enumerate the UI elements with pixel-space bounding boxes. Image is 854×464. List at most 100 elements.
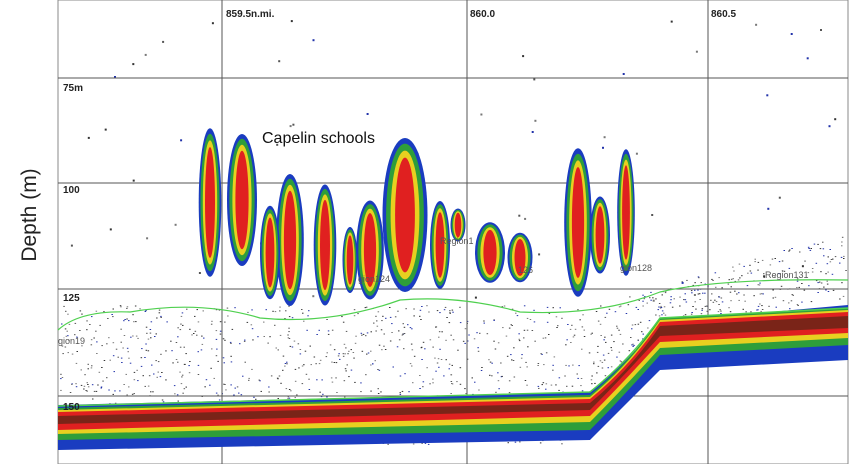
echo-speck bbox=[269, 336, 271, 337]
echo-speck bbox=[141, 366, 143, 367]
echo-speck bbox=[597, 346, 599, 347]
echo-speck bbox=[99, 372, 101, 373]
echo-speck bbox=[60, 374, 62, 375]
echo-speck bbox=[60, 390, 62, 391]
echo-speck bbox=[577, 374, 579, 375]
echo-speck bbox=[132, 336, 134, 337]
echo-speck bbox=[511, 359, 513, 360]
echo-speck bbox=[108, 390, 110, 391]
echo-speck bbox=[452, 312, 454, 313]
echo-speck bbox=[789, 308, 791, 309]
echo-speck bbox=[432, 347, 434, 348]
echo-speck bbox=[412, 349, 414, 350]
echo-speck bbox=[593, 363, 595, 364]
echo-speck bbox=[376, 320, 378, 321]
echo-speck bbox=[701, 313, 703, 314]
echo-speck bbox=[729, 279, 731, 280]
echo-speck bbox=[534, 341, 536, 342]
echo-speck bbox=[234, 307, 236, 308]
echo-speck bbox=[201, 349, 203, 350]
echo-speck bbox=[101, 387, 103, 388]
echo-speck bbox=[734, 291, 736, 292]
echo-speck bbox=[481, 367, 483, 368]
echo-speck bbox=[288, 328, 290, 329]
echo-speck bbox=[287, 398, 289, 399]
echo-speck bbox=[739, 264, 741, 265]
echo-speck bbox=[722, 301, 724, 302]
echo-speck bbox=[344, 344, 346, 345]
echo-speck bbox=[696, 51, 698, 53]
echo-speck bbox=[327, 352, 329, 353]
echo-speck bbox=[730, 311, 732, 312]
echo-speck bbox=[252, 339, 254, 340]
echo-speck bbox=[426, 367, 428, 368]
echo-speck bbox=[303, 321, 305, 322]
echo-speck bbox=[719, 297, 721, 298]
echo-speck bbox=[239, 343, 241, 344]
echo-speck bbox=[128, 358, 130, 359]
echo-speck bbox=[730, 292, 732, 293]
echo-speck bbox=[825, 290, 827, 291]
echo-speck bbox=[546, 383, 548, 384]
echo-speck bbox=[479, 333, 481, 334]
echo-speck bbox=[843, 258, 845, 259]
echo-speck bbox=[264, 336, 266, 337]
echo-speck bbox=[446, 317, 448, 318]
echo-speck bbox=[642, 306, 644, 307]
echo-speck bbox=[180, 347, 182, 348]
echo-speck bbox=[779, 261, 781, 262]
echo-speck bbox=[182, 375, 184, 376]
echo-speck bbox=[375, 360, 377, 361]
echo-speck bbox=[165, 379, 167, 380]
echo-speck bbox=[446, 359, 448, 360]
echo-speck bbox=[289, 398, 291, 399]
echo-speck bbox=[81, 314, 83, 315]
echo-speck bbox=[135, 306, 137, 307]
echo-speck bbox=[332, 330, 334, 331]
echo-speck bbox=[574, 335, 576, 336]
echo-speck bbox=[72, 354, 74, 355]
echo-speck bbox=[79, 330, 81, 331]
echo-speck bbox=[156, 333, 158, 334]
echo-speck bbox=[245, 362, 247, 363]
echo-speck bbox=[216, 330, 218, 331]
echo-speck bbox=[565, 365, 567, 366]
echo-speck bbox=[793, 295, 795, 296]
echo-speck bbox=[658, 309, 660, 310]
echo-speck bbox=[605, 375, 607, 376]
echo-speck bbox=[116, 349, 118, 350]
echo-speck bbox=[128, 386, 130, 387]
echo-speck bbox=[86, 320, 88, 321]
echo-speck bbox=[420, 310, 422, 311]
echo-speck bbox=[391, 323, 393, 324]
echo-speck bbox=[65, 328, 67, 329]
echo-speck bbox=[827, 263, 829, 264]
echo-speck bbox=[685, 314, 687, 315]
echo-speck bbox=[384, 334, 386, 335]
echo-speck bbox=[761, 293, 763, 294]
echo-speck bbox=[547, 322, 549, 323]
echo-speck bbox=[153, 374, 155, 375]
echo-speck bbox=[67, 331, 69, 332]
echo-speck bbox=[181, 316, 183, 317]
echo-speck bbox=[429, 383, 431, 384]
echo-speck bbox=[134, 372, 136, 373]
echo-speck bbox=[760, 294, 762, 295]
echo-speck bbox=[658, 307, 660, 308]
echo-speck bbox=[320, 200, 330, 290]
echo-speck bbox=[695, 309, 697, 310]
echo-speck bbox=[464, 388, 466, 389]
echo-speck bbox=[148, 339, 150, 340]
echo-speck bbox=[344, 353, 346, 354]
echo-speck bbox=[144, 357, 146, 358]
echo-speck bbox=[184, 347, 186, 348]
echo-speck bbox=[160, 376, 162, 377]
echo-speck bbox=[404, 327, 406, 328]
echo-speck bbox=[808, 247, 810, 248]
echo-speck bbox=[718, 311, 720, 312]
echo-speck bbox=[604, 337, 606, 338]
echo-speck bbox=[762, 260, 764, 261]
echo-speck bbox=[839, 299, 841, 300]
echo-speck bbox=[543, 382, 545, 383]
echo-speck bbox=[604, 136, 606, 138]
